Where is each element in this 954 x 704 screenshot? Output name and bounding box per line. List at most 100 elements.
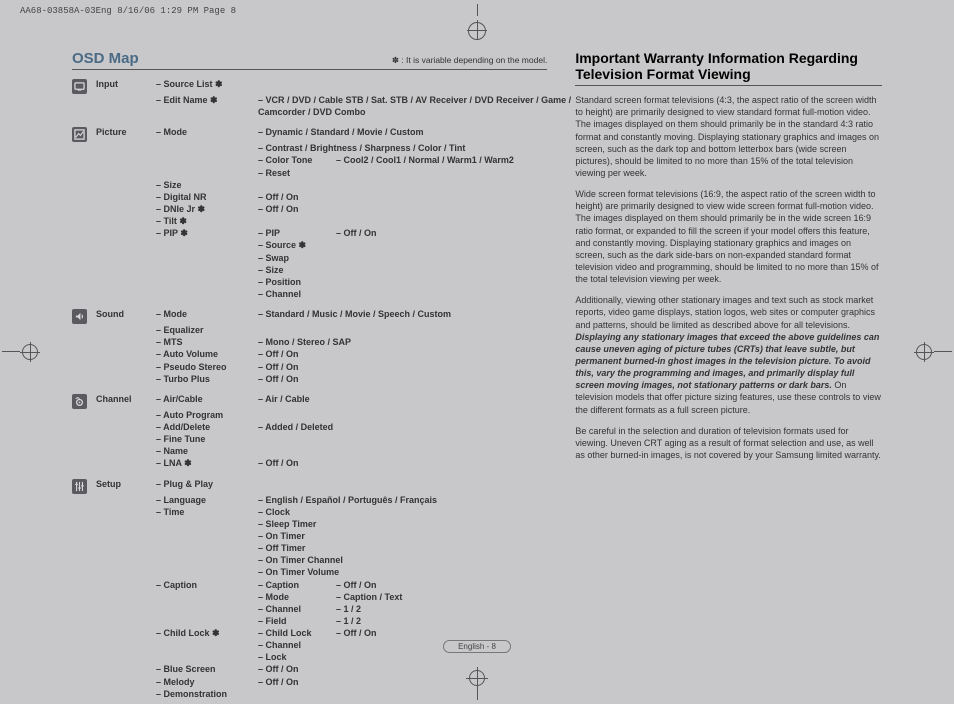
- warranty-body: Standard screen format televisions (4:3,…: [575, 94, 882, 461]
- print-slug: AA68-03858A-03Eng 8/16/06 1:29 PM Page 8: [20, 6, 236, 16]
- menu-item: [156, 566, 252, 578]
- menu-item: [156, 530, 252, 542]
- category-picture: Picture: [96, 126, 150, 142]
- menu-values: – Source ✽: [258, 239, 571, 251]
- menu-item: [156, 615, 252, 627]
- menu-values: – Swap: [258, 252, 571, 264]
- menu-values: [258, 179, 571, 191]
- menu-item: [156, 554, 252, 566]
- menu-item: [156, 542, 252, 554]
- menu-values: [258, 324, 571, 336]
- menu-values: – English / Español / Português / França…: [258, 494, 571, 506]
- menu-item: [156, 264, 252, 276]
- menu-values: – Off / On: [258, 348, 571, 360]
- menu-item: – Edit Name ✽: [156, 94, 252, 106]
- menu-item: [156, 603, 252, 615]
- menu-values: – Channel– 1 / 2: [258, 603, 571, 615]
- picture-icon: [72, 127, 87, 142]
- menu-item: [156, 276, 252, 288]
- warranty-p2: Wide screen format televisions (16:9, th…: [575, 188, 882, 285]
- menu-values: – Clock: [258, 506, 571, 518]
- menu-item: – Equalizer: [156, 324, 252, 336]
- menu-values: – Off / On: [258, 361, 571, 373]
- category-setup: Setup: [96, 478, 150, 494]
- menu-item: – LNA ✽: [156, 457, 252, 469]
- menu-item: [156, 288, 252, 300]
- input-icon: [72, 79, 87, 94]
- menu-item: [156, 252, 252, 264]
- menu-values: – PIP– Off / On: [258, 227, 571, 239]
- osd-map-title: OSD Map: [72, 50, 139, 67]
- menu-values: – Off / On: [258, 663, 571, 675]
- channel-icon: [72, 394, 87, 409]
- menu-values: – Off / On: [258, 457, 571, 469]
- menu-values: [258, 478, 571, 494]
- menu-values: – Contrast / Brightness / Sharpness / Co…: [258, 142, 571, 154]
- menu-values: – Mode– Caption / Text: [258, 591, 571, 603]
- menu-item: – Air/Cable: [156, 393, 252, 409]
- menu-item: [156, 167, 252, 179]
- menu-item: – Demonstration: [156, 688, 252, 700]
- crop-mark-top: [457, 4, 497, 34]
- menu-values: – On Timer Channel: [258, 554, 571, 566]
- menu-item: [156, 106, 252, 118]
- page-footer: English - 8: [72, 636, 882, 654]
- menu-item: – Pseudo Stereo: [156, 361, 252, 373]
- menu-item: – Name: [156, 445, 252, 457]
- menu-item: [156, 591, 252, 603]
- menu-values: [258, 215, 571, 227]
- page-content: OSD Map ✽ : It is variable depending on …: [72, 50, 882, 654]
- menu-values: – Off / On: [258, 191, 571, 203]
- menu-item: – Source List ✽: [156, 78, 252, 94]
- menu-item: – Melody: [156, 676, 252, 688]
- menu-item: – MTS: [156, 336, 252, 348]
- menu-item: – Add/Delete: [156, 421, 252, 433]
- category-sound: Sound: [96, 308, 150, 324]
- menu-item: [156, 239, 252, 251]
- category-channel: Channel: [96, 393, 150, 409]
- menu-values: – Air / Cable: [258, 393, 571, 409]
- menu-item: – Caption: [156, 579, 252, 591]
- menu-item: [156, 154, 252, 166]
- menu-values: – Off / On: [258, 203, 571, 215]
- menu-item: – Auto Program: [156, 409, 252, 421]
- menu-values: [258, 433, 571, 445]
- menu-values: – Dynamic / Standard / Movie / Custom: [258, 126, 571, 142]
- menu-values: – Off / On: [258, 676, 571, 688]
- menu-values: – Added / Deleted: [258, 421, 571, 433]
- menu-values: – Color Tone– Cool2 / Cool1 / Normal / W…: [258, 154, 571, 166]
- menu-item: [156, 518, 252, 530]
- menu-values: Camcorder / DVD Combo: [258, 106, 571, 118]
- menu-item: – Tilt ✽: [156, 215, 252, 227]
- menu-item: – Mode: [156, 308, 252, 324]
- menu-values: – Off / On: [258, 373, 571, 385]
- menu-values: [258, 445, 571, 457]
- menu-item: – Digital NR: [156, 191, 252, 203]
- warranty-p3: Additionally, viewing other stationary i…: [575, 294, 882, 415]
- menu-item: – Turbo Plus: [156, 373, 252, 385]
- menu-values: – VCR / DVD / Cable STB / Sat. STB / AV …: [258, 94, 571, 106]
- menu-item: – Blue Screen: [156, 663, 252, 675]
- menu-item: – DNIe Jr ✽: [156, 203, 252, 215]
- warranty-p1: Standard screen format televisions (4:3,…: [575, 94, 882, 179]
- menu-item: [156, 142, 252, 154]
- menu-item: – Time: [156, 506, 252, 518]
- menu-values: – Channel: [258, 288, 571, 300]
- page-number-pill: English - 8: [443, 640, 511, 653]
- menu-values: [258, 409, 571, 421]
- osd-menu-grid: Input– Source List ✽– Edit Name ✽– VCR /…: [72, 78, 547, 700]
- left-column: OSD Map ✽ : It is variable depending on …: [72, 50, 547, 654]
- menu-item: – PIP ✽: [156, 227, 252, 239]
- menu-values: – Reset: [258, 167, 571, 179]
- osd-variable-note: ✽ : It is variable depending on the mode…: [392, 55, 548, 66]
- menu-values: – Sleep Timer: [258, 518, 571, 530]
- crop-mark-right: [914, 343, 952, 361]
- menu-values: – Field– 1 / 2: [258, 615, 571, 627]
- menu-values: – Size: [258, 264, 571, 276]
- menu-item: – Language: [156, 494, 252, 506]
- menu-values: – Position: [258, 276, 571, 288]
- setup-icon: [72, 479, 87, 494]
- warranty-title: Important Warranty Information Regarding…: [575, 50, 882, 86]
- menu-item: – Auto Volume: [156, 348, 252, 360]
- menu-item: – Size: [156, 179, 252, 191]
